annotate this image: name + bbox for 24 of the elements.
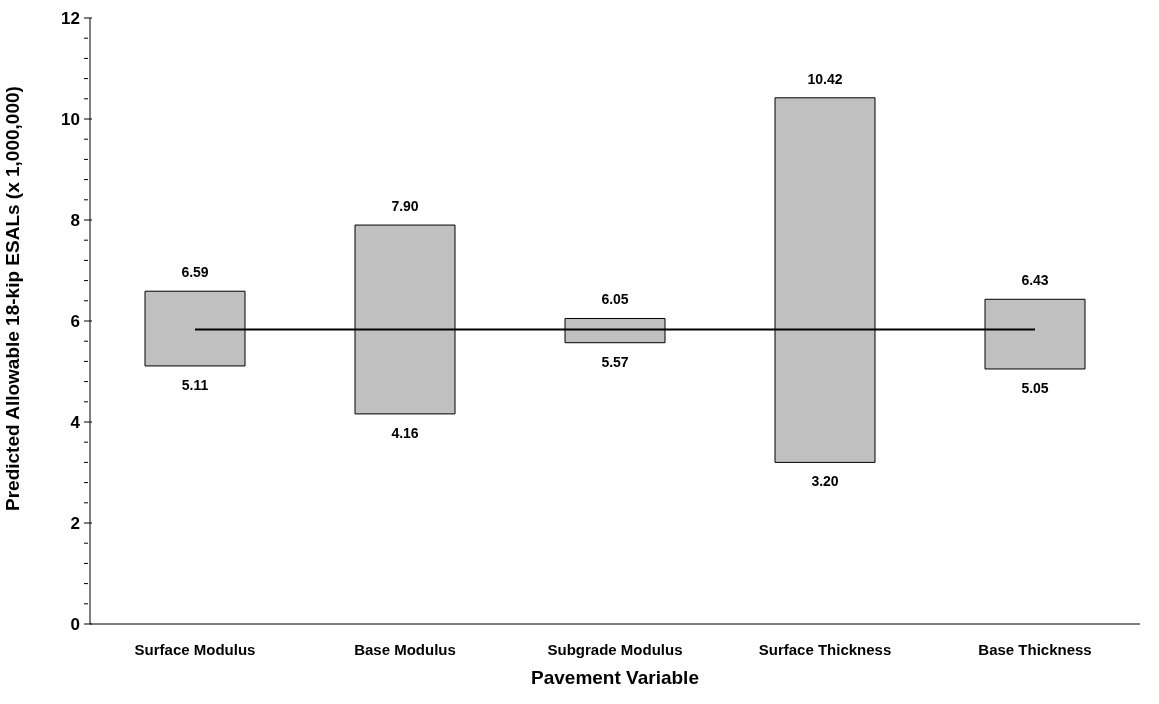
y-tick-label: 10 (61, 110, 80, 129)
y-tick-label: 12 (61, 9, 80, 28)
annotation: 6.59 (181, 264, 209, 281)
x-axis-title: Pavement Variable (531, 667, 699, 688)
y-tick-label: 0 (70, 615, 80, 634)
y-tick-label: 6 (70, 312, 80, 331)
annotation: 5.57 (601, 353, 629, 370)
y-axis-title: Predicted Allowable 18-kip ESALs (x 1,000,000) (1, 86, 23, 511)
y-tick-label: 8 (70, 211, 80, 230)
x-tick-label: Base Thickness (978, 640, 1092, 658)
x-tick-label: Base Modulus (354, 640, 456, 658)
annotation: 3.20 (811, 473, 839, 490)
annotation: 5.05 (1021, 379, 1049, 396)
x-tick-label: Surface Modulus (134, 640, 256, 658)
x-tick-label: Surface Thickness (758, 640, 892, 658)
annotation: 4.16 (391, 424, 419, 441)
annotation: 10.42 (807, 70, 843, 87)
annotation: 7.90 (391, 198, 419, 215)
annotation: 6.43 (1021, 272, 1049, 289)
y-tick-label: 4 (70, 413, 81, 432)
annotation: 6.05 (601, 291, 629, 308)
annotation: 5.11 (181, 376, 209, 393)
y-tick-label: 2 (70, 514, 80, 533)
x-tick-label: Subgrade Modulus (547, 640, 683, 658)
